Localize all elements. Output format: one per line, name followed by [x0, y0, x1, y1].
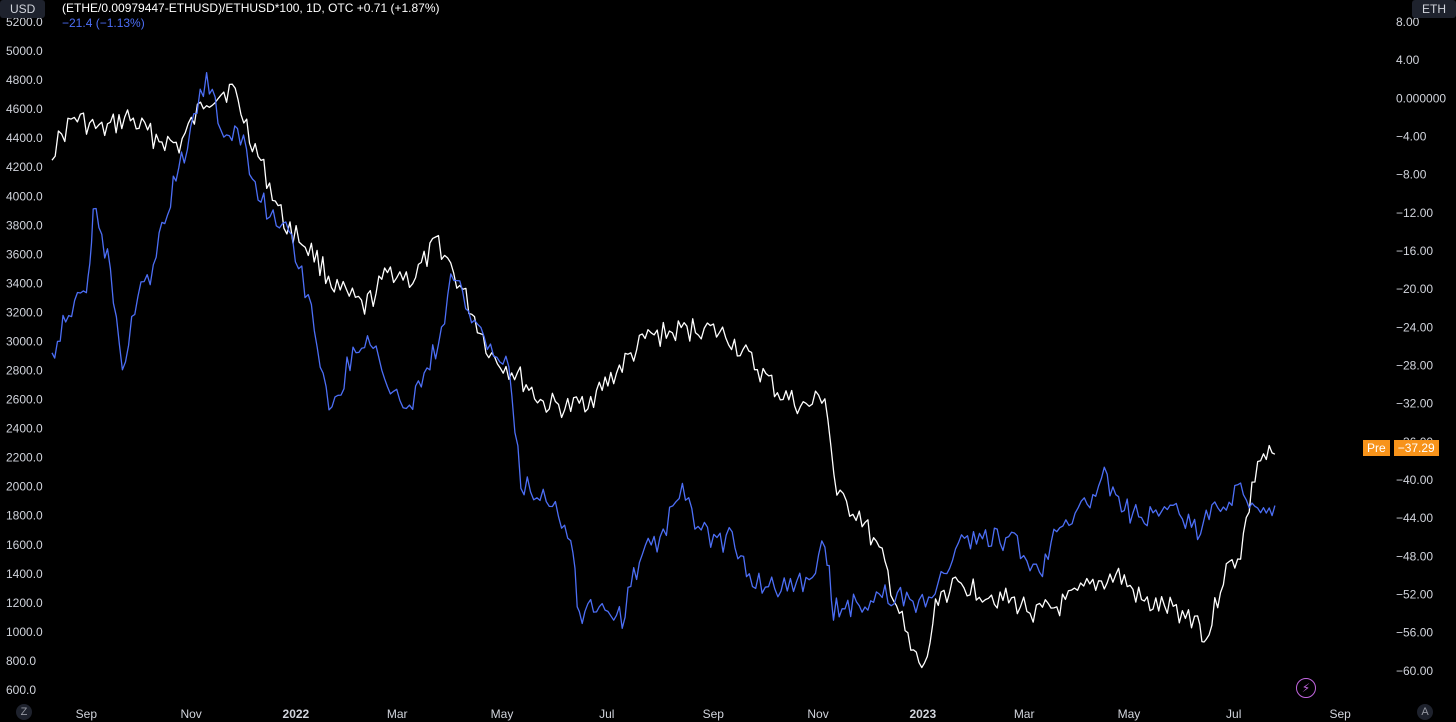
premium-series-line [51, 83, 1276, 669]
left-tick-label: 1200.0 [6, 596, 43, 610]
x-tick-label: 2023 [909, 707, 936, 721]
right-tick-label: −4.00 [1396, 130, 1427, 144]
left-tick-label: 3200.0 [6, 305, 43, 319]
left-tick-label: 1800.0 [6, 509, 43, 523]
pre-market-label: Pre [1363, 440, 1390, 456]
left-tick-label: 4600.0 [6, 102, 43, 116]
right-tick-label: −60.00 [1396, 664, 1433, 678]
x-tick-label: Jul [599, 707, 614, 721]
left-tick-label: 3400.0 [6, 276, 43, 290]
right-axis-unit-button[interactable]: ETH [1412, 0, 1456, 18]
x-tick-label: 2022 [283, 707, 310, 721]
right-tick-label: −12.00 [1396, 206, 1433, 220]
left-tick-label: 5000.0 [6, 44, 43, 58]
series-lines [51, 71, 1276, 669]
x-tick-label: Sep [703, 707, 725, 721]
left-tick-label: 1600.0 [6, 538, 43, 552]
bolt-icon[interactable]: ⚡ [1296, 678, 1316, 698]
left-tick-label: 4000.0 [6, 189, 43, 203]
x-tick-label: Sep [1330, 707, 1352, 721]
right-tick-label: −24.00 [1396, 320, 1433, 334]
x-tick-label: Mar [387, 707, 408, 721]
left-tick-label: 2000.0 [6, 480, 43, 494]
right-tick-label: −56.00 [1396, 626, 1433, 640]
x-tick-label: Mar [1014, 707, 1035, 721]
x-axis-ticks: Sep Nov 2022 Mar May Jul Sep Nov 2023 Mar May Jul Se… [76, 707, 1352, 721]
left-tick-label: 2800.0 [6, 364, 43, 378]
chart-legend-secondary: −21.4 (−1.13%) [62, 16, 145, 30]
right-tick-label: −28.00 [1396, 359, 1433, 373]
left-tick-label: 3800.0 [6, 218, 43, 232]
right-tick-label: 0.000000 [1396, 91, 1446, 105]
right-tick-label: −16.00 [1396, 244, 1433, 258]
left-axis-ticks: 600.0 800.0 1000.0 1200.0 1400.0 1600.0 1800.0… [6, 15, 43, 697]
x-tick-label: Sep [76, 707, 98, 721]
left-tick-label: 1000.0 [6, 625, 43, 639]
chart-legend-title: (ETHE/0.00979447-ETHUSD)/ETHUSD*100, 1D,… [62, 1, 440, 15]
left-tick-label: 4400.0 [6, 131, 43, 145]
left-tick-label: 2400.0 [6, 422, 43, 436]
x-tick-label: May [1118, 707, 1141, 721]
left-tick-label: 4200.0 [6, 160, 43, 174]
left-tick-label: 3600.0 [6, 247, 43, 261]
right-tick-label: −40.00 [1396, 473, 1433, 487]
right-tick-label: −48.00 [1396, 549, 1433, 563]
x-tick-label: May [491, 707, 514, 721]
left-tick-label: 2600.0 [6, 393, 43, 407]
left-tick-label: 5200.0 [6, 15, 43, 29]
last-price-value: −37.29 [1393, 440, 1439, 456]
right-axis-ticks: 8.00 4.00 0.000000 −4.00 −8.00 −12.00 −16.00 −2… [1396, 15, 1446, 678]
left-tick-label: 800.0 [6, 654, 36, 668]
right-tick-label: −8.00 [1396, 168, 1427, 182]
right-tick-label: 8.00 [1396, 15, 1420, 29]
x-tick-label: Nov [180, 707, 201, 721]
right-tick-label: −44.00 [1396, 511, 1433, 525]
zoom-button[interactable]: Z [16, 704, 32, 720]
x-tick-label: Nov [807, 707, 828, 721]
right-tick-label: 4.00 [1396, 53, 1420, 67]
right-tick-label: −32.00 [1396, 397, 1433, 411]
left-axis-unit-button[interactable]: USD [0, 0, 46, 18]
right-tick-label: −20.00 [1396, 282, 1433, 296]
left-tick-label: 3000.0 [6, 334, 43, 348]
left-tick-label: 1400.0 [6, 567, 43, 581]
left-tick-label: 4800.0 [6, 73, 43, 87]
x-tick-label: Jul [1226, 707, 1241, 721]
left-tick-label: 600.0 [6, 683, 36, 697]
left-tick-label: 2200.0 [6, 451, 43, 465]
ethusd-series-line [51, 71, 1276, 629]
last-price-tag: Pre −37.29 [1363, 440, 1439, 456]
auto-scale-button[interactable]: A [1417, 704, 1433, 720]
right-tick-label: −52.00 [1396, 588, 1433, 602]
